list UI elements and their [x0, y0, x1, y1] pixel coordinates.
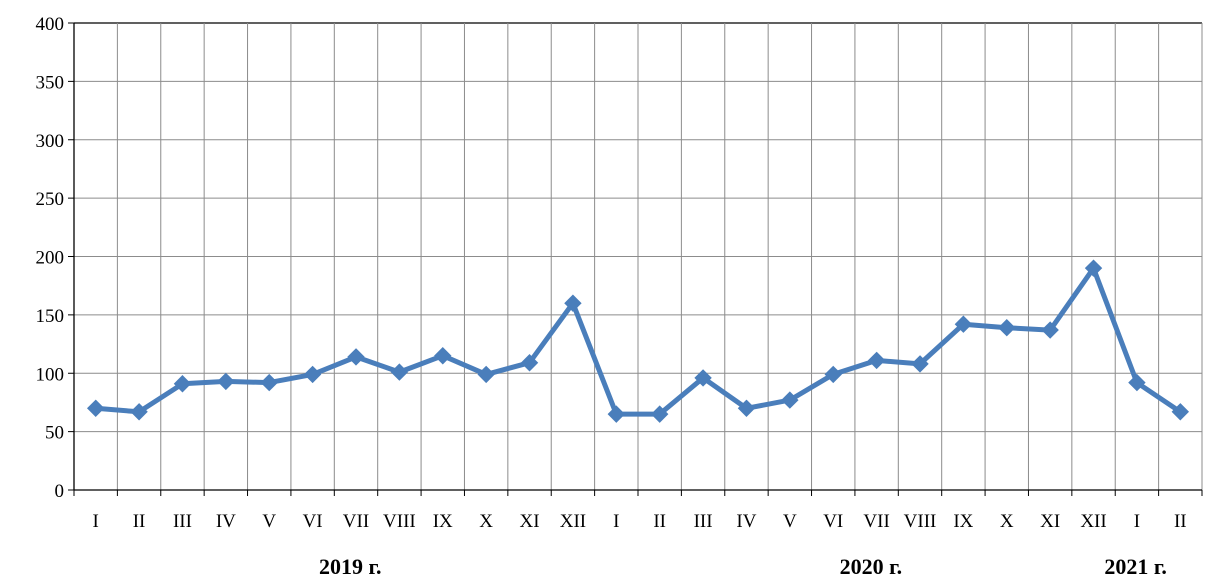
data-point [737, 399, 756, 417]
y-tick-label: 150 [36, 306, 65, 327]
year-label: 2019 г. [319, 554, 382, 579]
data-point [1084, 259, 1103, 277]
y-tick-label: 0 [55, 481, 65, 502]
y-tick-label: 50 [45, 423, 64, 444]
data-point [390, 363, 409, 381]
data-point [434, 347, 452, 365]
x-tick-label: VI [823, 511, 843, 532]
data-point [520, 354, 539, 372]
x-tick-label: XI [520, 511, 540, 532]
x-tick-label: I [613, 511, 619, 532]
grid [74, 22, 1203, 490]
x-tick-label: V [262, 511, 276, 532]
data-point [86, 399, 105, 417]
data-point [347, 348, 365, 366]
series [86, 259, 1190, 423]
data-point [1128, 373, 1146, 392]
y-tick-labels: 0 50 100 150 200 250 300 350 400 [36, 14, 65, 502]
x-tick-label: XII [560, 511, 586, 532]
y-tick-label: 350 [36, 72, 65, 93]
x-tick-label: IV [216, 511, 236, 532]
x-tick-label: X [1000, 511, 1014, 532]
x-tick-label: II [653, 511, 666, 532]
x-tick-label: X [479, 511, 493, 532]
y-tick-label: 200 [36, 248, 65, 269]
data-point [564, 294, 582, 312]
x-tick-label: II [133, 511, 146, 532]
x-tick-label: IX [953, 511, 973, 532]
x-tick-label: VIII [383, 511, 416, 532]
x-tick-label: XII [1080, 511, 1106, 532]
x-tick-labels: I II III IV V VI VII VIII IX X XI XII I II III IV V VI VII… [93, 511, 1187, 532]
x-tick-label: VI [303, 511, 323, 532]
x-tick-label: V [783, 511, 797, 532]
data-point [867, 351, 886, 370]
year-labels: 2019 г. 2020 г. 2021 г. [319, 554, 1167, 579]
x-tick-label: III [173, 511, 192, 532]
data-point [1041, 321, 1059, 339]
axes [68, 22, 1203, 496]
data-point [954, 315, 973, 333]
x-tick-label: VIII [904, 511, 937, 532]
x-tick-label: VII [863, 511, 889, 532]
data-point [477, 365, 495, 384]
y-tick-label: 250 [36, 189, 65, 210]
y-tick-label: 100 [36, 364, 65, 385]
x-tick-label: VII [343, 511, 369, 532]
data-point [303, 365, 322, 384]
year-label: 2020 г. [840, 554, 903, 579]
x-tick-label: IX [433, 511, 453, 532]
data-point [824, 365, 842, 384]
data-point [607, 405, 626, 423]
data-point [694, 369, 712, 387]
data-point [781, 391, 799, 409]
data-point [130, 403, 148, 421]
data-point [173, 375, 192, 393]
year-label: 2021 г. [1104, 554, 1167, 579]
data-point [1171, 403, 1190, 421]
data-point [260, 373, 278, 392]
data-point [911, 355, 929, 373]
x-tick-label: III [694, 511, 713, 532]
x-tick-label: XI [1040, 511, 1060, 532]
x-tick-label: II [1174, 511, 1187, 532]
data-point [217, 372, 235, 391]
x-tick-label: I [1134, 511, 1140, 532]
y-tick-label: 400 [36, 14, 65, 35]
x-tick-label: I [93, 511, 99, 532]
x-tick-label: IV [736, 511, 756, 532]
y-tick-label: 300 [36, 131, 65, 152]
data-point [998, 319, 1016, 337]
data-point [650, 405, 669, 423]
